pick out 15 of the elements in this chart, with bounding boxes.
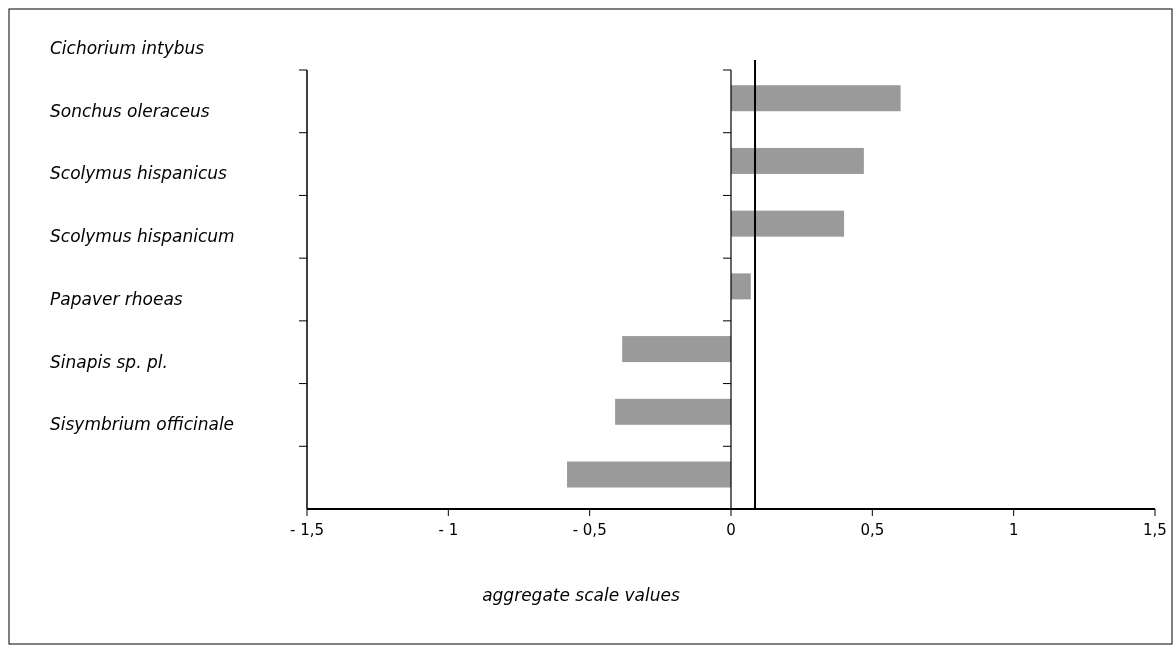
x-tick-label: 0,5 bbox=[860, 521, 885, 539]
y-tick-label: Papaver rhoeas bbox=[50, 288, 183, 309]
x-tick-label: 0 bbox=[726, 521, 736, 539]
x-tick-label: 1,5 bbox=[1143, 521, 1167, 539]
y-tick-label: Sisymbrium officinale bbox=[50, 414, 235, 435]
x-tick-label: - 1 bbox=[438, 521, 459, 539]
x-axis-title: aggregate scale values bbox=[482, 585, 680, 605]
x-tick-label: 1 bbox=[1008, 521, 1019, 539]
y-tick-label: Cichorium intybus bbox=[50, 38, 205, 58]
y-tick-label: Sinapis sp. pl. bbox=[50, 351, 168, 372]
y-tick-label: Scolymus hispanicum bbox=[50, 226, 235, 247]
x-tick-label: - 1,5 bbox=[289, 521, 325, 539]
y-tick-label: Scolymus hispanicus bbox=[50, 163, 228, 184]
y-tick-label: Sonchus oleraceus bbox=[50, 100, 210, 121]
x-tick-label: - 0,5 bbox=[572, 521, 607, 539]
